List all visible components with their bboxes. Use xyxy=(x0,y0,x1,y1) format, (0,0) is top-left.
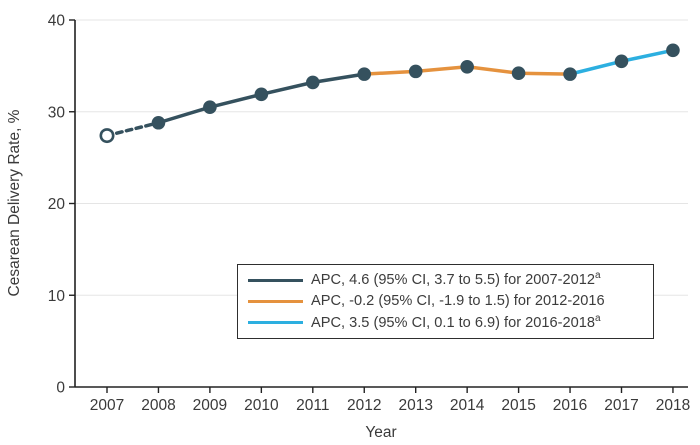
x-tick-label: 2017 xyxy=(604,397,638,414)
series-line-dashed-2007-2012 xyxy=(105,121,161,138)
data-point xyxy=(408,64,423,79)
x-tick-label: 2015 xyxy=(501,397,535,414)
legend-item-2016-2018: APC, 3.5 (95% CI, 0.1 to 6.9) for 2016-2… xyxy=(248,312,645,331)
legend-label: APC, 4.6 (95% CI, 3.7 to 5.5) for 2007-2… xyxy=(311,270,601,289)
x-tick-label: 2009 xyxy=(193,397,227,414)
data-point xyxy=(614,54,629,69)
data-point xyxy=(511,66,526,81)
legend-label: APC, 3.5 (95% CI, 0.1 to 6.9) for 2016-2… xyxy=(311,312,601,331)
x-tick-label: 2007 xyxy=(90,397,124,414)
x-tick-label: 2013 xyxy=(398,397,432,414)
data-point xyxy=(563,67,577,81)
legend-box: APC, 4.6 (95% CI, 3.7 to 5.5) for 2007-2… xyxy=(237,264,654,339)
y-axis-label: Cesarean Delivery Rate, % xyxy=(6,109,23,297)
legend-label: APC, -0.2 (95% CI, -1.9 to 1.5) for 2012… xyxy=(311,293,605,310)
y-tick-label: 10 xyxy=(48,288,66,305)
data-point xyxy=(460,59,474,74)
x-axis-label: Year xyxy=(365,424,397,441)
x-tick-label: 2014 xyxy=(450,397,485,414)
y-tick-label: 40 xyxy=(48,13,66,30)
x-tick-label: 2010 xyxy=(244,397,279,414)
legend-item-2007-2012: APC, 4.6 (95% CI, 3.7 to 5.5) for 2007-2… xyxy=(248,270,645,289)
data-point xyxy=(666,43,680,58)
legend-item-2012-2016: APC, -0.2 (95% CI, -1.9 to 1.5) for 2012… xyxy=(248,293,645,309)
data-points xyxy=(99,43,680,144)
x-tick-label: 2012 xyxy=(347,397,381,414)
data-point xyxy=(151,115,166,130)
data-point xyxy=(254,87,269,102)
data-point xyxy=(357,67,372,81)
data-point-open xyxy=(99,128,115,144)
y-tick-label: 20 xyxy=(48,196,66,213)
x-tick-label: 2018 xyxy=(656,397,690,414)
data-point xyxy=(306,75,320,90)
gridlines xyxy=(75,19,688,296)
legend-swatch-orange-line xyxy=(248,299,303,303)
y-tick-label: 0 xyxy=(56,380,65,397)
x-tick-label: 2011 xyxy=(296,397,329,414)
legend-swatch-dark-line xyxy=(248,278,303,282)
y-tick-label: 30 xyxy=(48,104,66,121)
legend-swatch-blue-line xyxy=(248,321,303,325)
data-point xyxy=(203,100,217,114)
x-tick-label: 2016 xyxy=(553,397,587,414)
x-tick-label: 2008 xyxy=(141,397,175,414)
axes: 0 10 20 30 40 2007 2008 2009 2010 2011 2012 2013 201… xyxy=(48,13,690,415)
series-lines xyxy=(105,48,675,138)
